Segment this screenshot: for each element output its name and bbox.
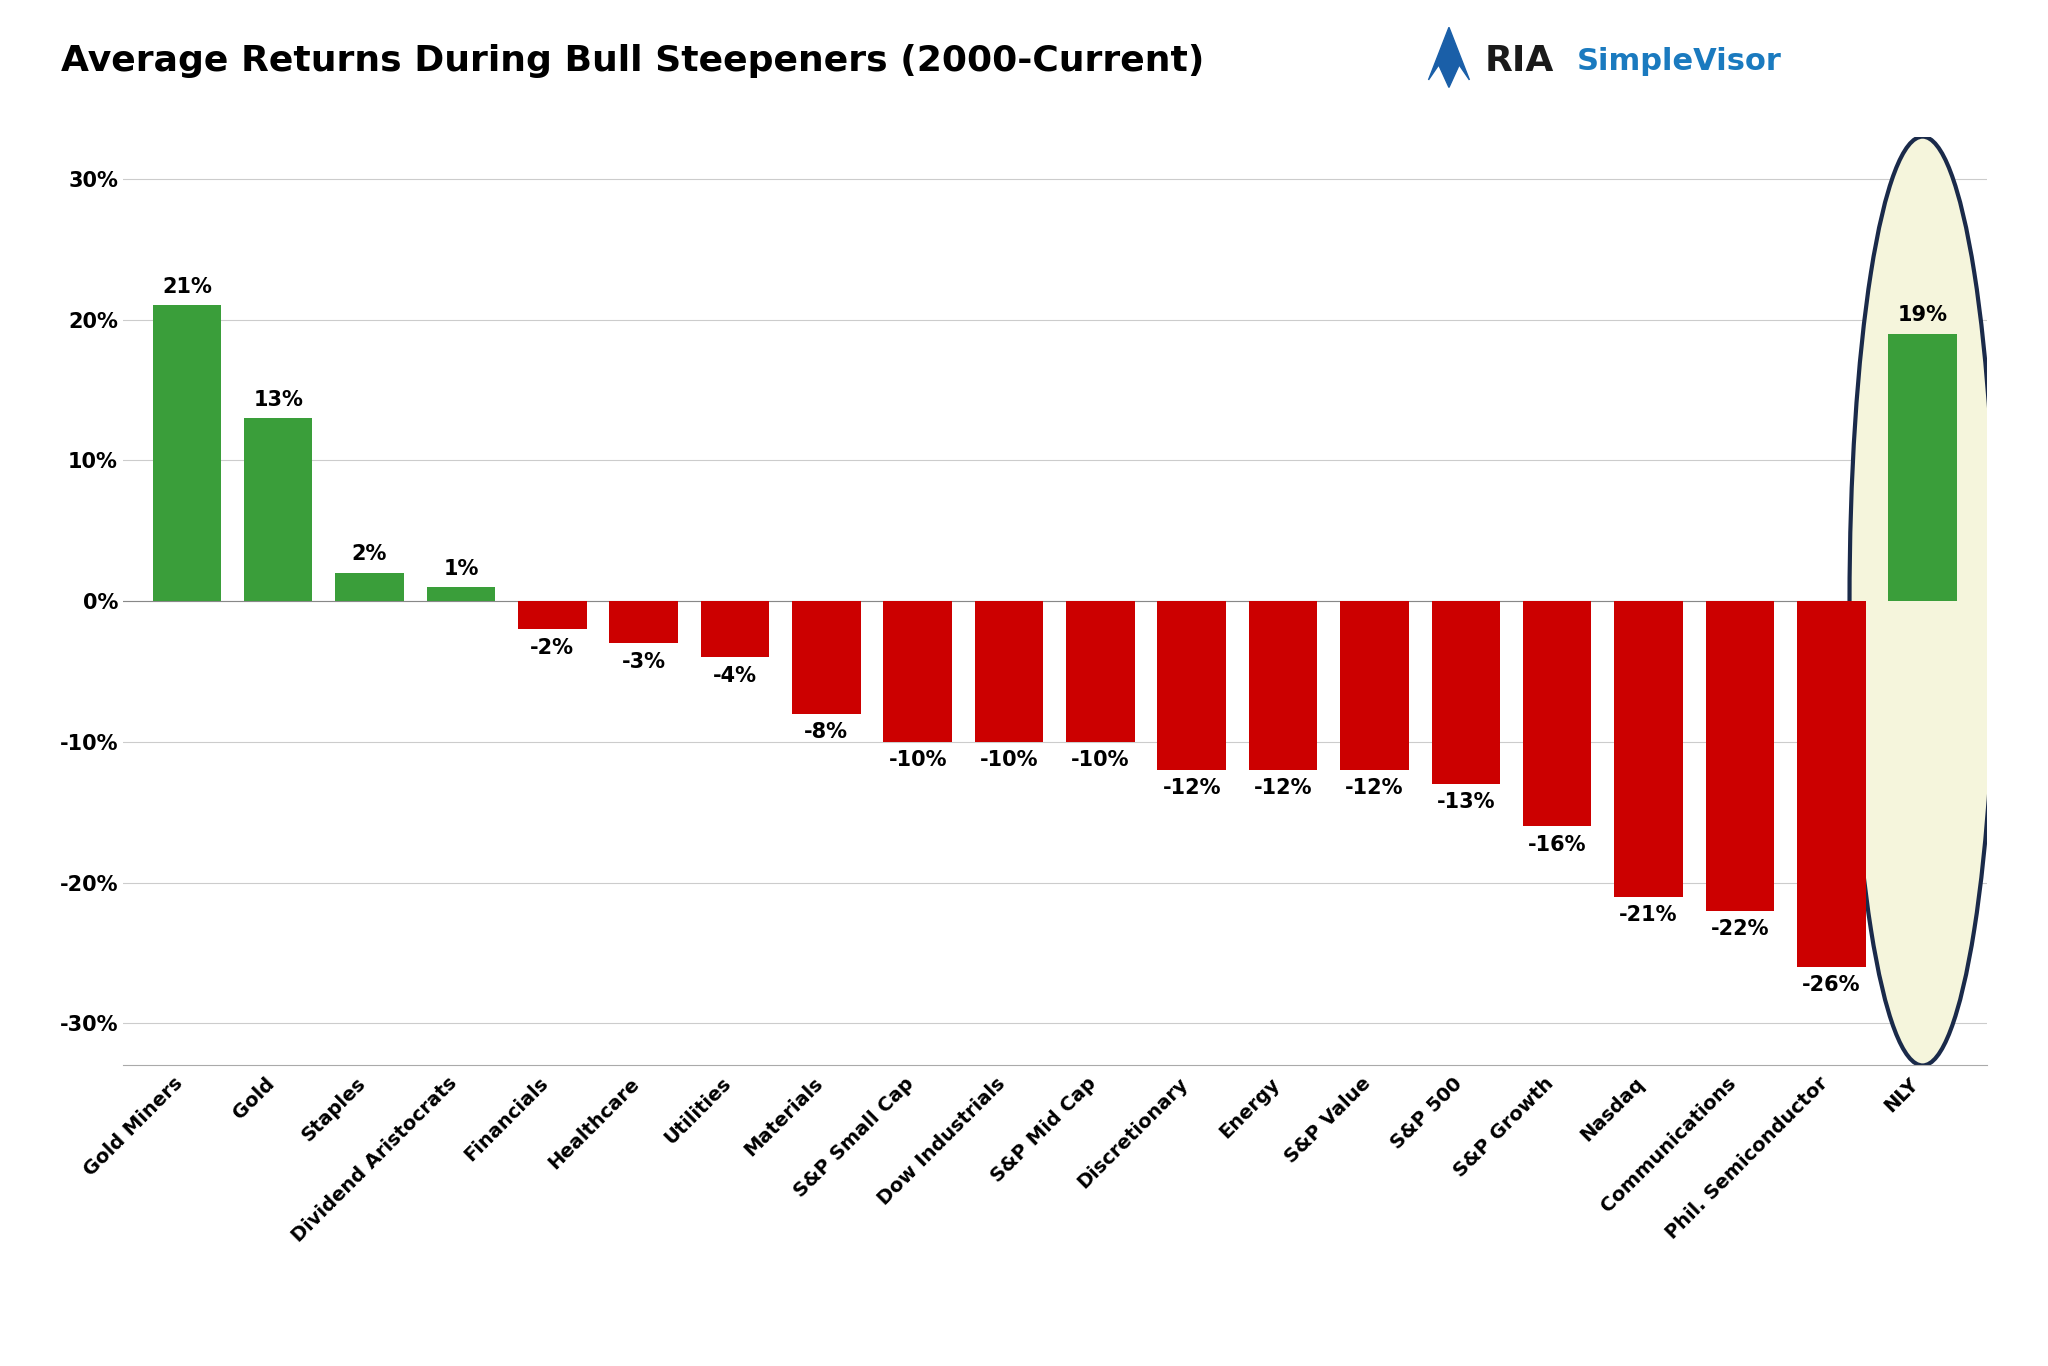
Text: -13%: -13% <box>1436 792 1495 813</box>
Text: 21%: 21% <box>162 277 211 296</box>
Bar <box>244 418 313 601</box>
Text: 2%: 2% <box>352 545 387 564</box>
Text: -12%: -12% <box>1163 779 1221 798</box>
Text: 1%: 1% <box>442 559 479 579</box>
Bar <box>1339 601 1409 770</box>
Text: -16%: -16% <box>1528 835 1587 855</box>
Bar <box>1796 601 1866 967</box>
Bar <box>426 587 496 601</box>
Text: -10%: -10% <box>979 750 1038 770</box>
Text: -12%: -12% <box>1346 779 1403 798</box>
Text: -21%: -21% <box>1620 906 1677 925</box>
Text: -10%: -10% <box>1071 750 1130 770</box>
Text: -26%: -26% <box>1802 975 1860 996</box>
Text: -22%: -22% <box>1710 919 1769 938</box>
Bar <box>1706 601 1774 911</box>
Bar <box>152 306 221 601</box>
Bar <box>1157 601 1227 770</box>
Bar <box>1524 601 1591 826</box>
Bar <box>1888 333 1958 601</box>
Text: -12%: -12% <box>1253 779 1313 798</box>
Text: -10%: -10% <box>889 750 946 770</box>
Bar <box>610 601 678 643</box>
Bar <box>1067 601 1135 742</box>
Bar <box>975 601 1042 742</box>
Text: -4%: -4% <box>713 665 758 686</box>
Bar <box>1614 601 1683 896</box>
Bar <box>1249 601 1317 770</box>
Text: RIA: RIA <box>1485 45 1554 78</box>
Bar <box>1432 601 1499 784</box>
Text: -8%: -8% <box>805 723 848 742</box>
Text: SimpleVisor: SimpleVisor <box>1577 46 1782 76</box>
Text: 13%: 13% <box>254 389 303 410</box>
Bar <box>793 601 860 713</box>
Bar <box>700 601 770 657</box>
Text: -3%: -3% <box>623 652 666 672</box>
Bar <box>883 601 952 742</box>
Text: 19%: 19% <box>1898 305 1948 325</box>
Bar <box>336 572 403 601</box>
Polygon shape <box>1430 27 1470 87</box>
Ellipse shape <box>1849 137 1995 1065</box>
Bar <box>518 601 586 630</box>
Text: -2%: -2% <box>530 638 573 657</box>
Text: Average Returns During Bull Steepeners (2000-Current): Average Returns During Bull Steepeners (… <box>61 45 1204 78</box>
